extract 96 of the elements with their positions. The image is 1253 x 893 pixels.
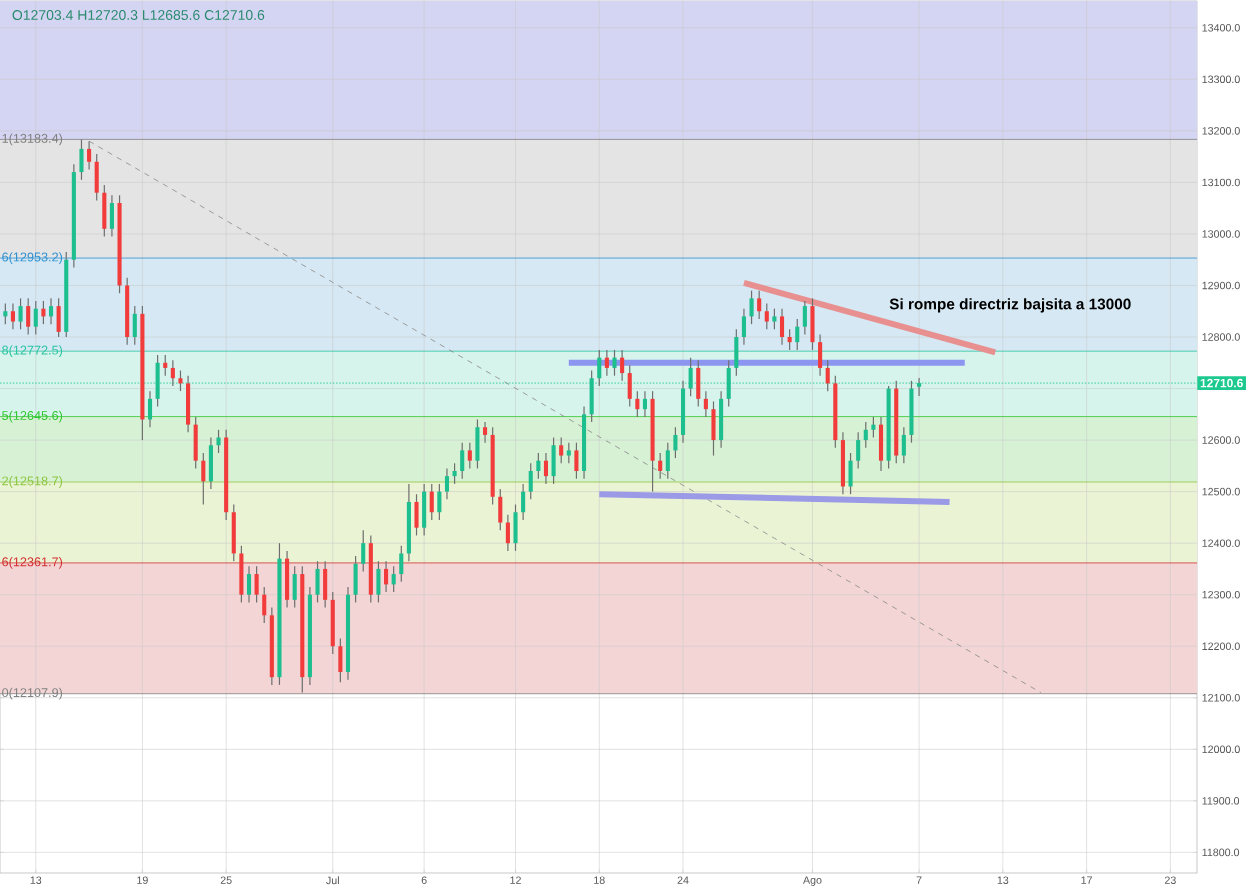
x-tick-label: 23 (1164, 876, 1176, 884)
x-tick-label: Jul (326, 876, 339, 885)
candlestick (399, 545, 404, 583)
y-tick-label: 12200.0 (1202, 642, 1240, 651)
x-tick-label: Ago (803, 876, 822, 886)
y-tick-label: 13300.0 (1202, 75, 1240, 84)
candlestick (856, 431, 861, 470)
candlestick (566, 442, 571, 464)
ref-line-label: 8(12772.5) (2, 345, 63, 358)
annotation: O12703.4 H12720.3 L12685.6 C12710.6 (12, 10, 265, 20)
candlestick (467, 442, 472, 470)
x-tick-label: 25 (220, 876, 232, 884)
y-tick-label: 11900.0 (1202, 797, 1240, 805)
candlestick (787, 328, 792, 351)
candlestick (658, 452, 663, 480)
x-tick-label: 7 (916, 876, 922, 884)
candlestick (620, 349, 625, 382)
x-tick-label: 6 (421, 876, 427, 884)
candlestick (604, 349, 609, 377)
y-tick-label: 11800.0 (1202, 848, 1240, 857)
candlestick (505, 514, 510, 552)
candlestick (429, 483, 434, 521)
candlestick (642, 390, 648, 418)
candlestick (201, 452, 206, 506)
candlestick (901, 426, 906, 464)
candlestick (452, 462, 457, 485)
candlestick (741, 308, 746, 346)
y-tick-label: 12900.0 (1202, 281, 1240, 290)
y-tick-label: 12100.0 (1202, 694, 1240, 702)
candlestick (863, 421, 868, 449)
y-tick-label: 12800.0 (1202, 333, 1240, 341)
candlestick (33, 300, 38, 336)
candlestick (802, 300, 807, 336)
x-tick-label: 17 (1081, 876, 1092, 884)
ref-line-label: 6(12361.7) (2, 557, 63, 569)
candlestick (559, 436, 564, 464)
candlestick (612, 349, 617, 377)
candlestick (665, 442, 670, 480)
candlestick (574, 442, 579, 480)
candlestick (132, 305, 137, 346)
candlestick (391, 565, 396, 593)
candlestick (635, 390, 640, 418)
annotation: Si rompe directriz bajsita a 13000 (889, 298, 1131, 313)
candlestick (749, 290, 754, 325)
candlestick (170, 359, 175, 387)
x-tick-label: 12 (510, 876, 521, 884)
candlestick (254, 565, 259, 604)
x-tick-label: 13 (997, 876, 1009, 884)
candlestick (384, 560, 389, 593)
candlestick (779, 308, 785, 346)
y-tick-label: 12500.0 (1202, 487, 1240, 496)
y-tick-label: 13000.0 (1202, 230, 1240, 238)
candlestick (521, 483, 526, 521)
candlestick (216, 429, 221, 454)
ref-line-label: 12710.6 (1200, 378, 1243, 388)
candlestick (703, 390, 708, 418)
candlestick (48, 297, 54, 325)
candlestick (437, 483, 442, 521)
candlestick (673, 426, 678, 459)
y-tick-label: 13200.0 (1202, 127, 1240, 135)
candlestick (246, 565, 252, 604)
candlestick (444, 467, 450, 500)
y-tick-label: 12400.0 (1202, 539, 1240, 547)
candlestick (543, 452, 549, 485)
candlestick (772, 308, 777, 330)
candlestick (757, 290, 762, 320)
candlestick (87, 140, 92, 171)
ref-line-label: 2(12518.7) (2, 476, 63, 488)
candlestick (147, 390, 153, 428)
candlestick (871, 416, 876, 439)
candlestick (26, 297, 31, 336)
candlestick (764, 302, 769, 330)
x-tick-label: 19 (137, 876, 148, 884)
x-tick-label: 13 (30, 876, 42, 884)
candlestick (262, 586, 267, 624)
y-tick-label: 13400.0 (1202, 24, 1240, 32)
candlestick (361, 529, 366, 573)
y-tick-label: 12600.0 (1202, 436, 1240, 444)
ref-line-label: 6(12953.2) (2, 252, 63, 264)
candlestick (825, 359, 830, 392)
candlestick (528, 462, 533, 500)
candlestick (79, 138, 84, 181)
candlestick (163, 354, 168, 377)
y-tick-label: 12300.0 (1202, 590, 1240, 599)
y-tick-label: 12000.0 (1202, 745, 1240, 754)
candlestick (536, 452, 541, 480)
candlestick (795, 318, 800, 351)
candlestick (3, 302, 8, 325)
candlestick (10, 302, 15, 330)
x-tick-label: 18 (594, 876, 605, 884)
candlestick (460, 442, 465, 480)
x-tick-label: 24 (677, 876, 689, 884)
y-tick-label: 13100.0 (1202, 178, 1240, 187)
candlestick (18, 297, 23, 330)
candlestick (482, 421, 488, 444)
candlestick (178, 369, 183, 392)
